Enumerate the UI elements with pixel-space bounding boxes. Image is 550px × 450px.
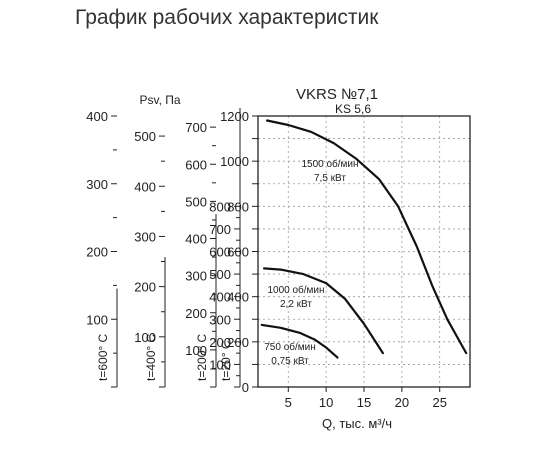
series-label-speed: 750 об/мин	[264, 341, 316, 353]
scale-tick-label: 100	[209, 357, 231, 372]
series-label-speed: 1500 об/мин	[301, 158, 358, 170]
y-tick-label: 800	[227, 199, 249, 214]
temperature-scale: 100 200 300 400 t=600° C	[86, 109, 118, 388]
plot-frame	[257, 115, 471, 388]
series-label-speed: 1000 об/мин	[267, 284, 324, 296]
scale-temperature-label: t=600° C	[96, 334, 110, 381]
scale-tick-label: 400	[209, 290, 231, 305]
y-tick-label: 0	[242, 380, 249, 395]
series-label-power: 2,2 кВт	[280, 299, 312, 310]
scale-tick-label: 100	[134, 330, 156, 345]
page-heading: График рабочих характеристик	[75, 6, 379, 29]
scale-tick-label: 300	[185, 269, 207, 284]
chart-subtitle: KS 5,6	[335, 102, 371, 116]
temperature-scale: 100 200 300 400 500 600 700 800 t=20° C	[209, 108, 241, 388]
scale-tick-label: 400	[86, 109, 108, 124]
scale-tick-label: 200	[134, 280, 156, 295]
chart-title: VKRS №7,1	[296, 86, 378, 103]
scale-tick-label: 400	[134, 179, 156, 194]
scale-tick-label: 200	[185, 306, 207, 321]
scale-tick-label: 500	[134, 129, 156, 144]
scale-tick-label: 500	[185, 194, 207, 209]
scale-tick-label: 700	[185, 120, 207, 135]
series-label-power: 0,75 кВт	[271, 356, 309, 367]
scale-tick-label: 100	[185, 343, 207, 358]
x-tick-label: 20	[395, 395, 409, 410]
scale-tick-label: 700	[209, 222, 231, 237]
curves-layer	[260, 119, 468, 359]
curve-series	[260, 323, 339, 359]
y-axis-label: Psv, Па	[139, 93, 180, 107]
scale-tick-label: 500	[209, 267, 231, 282]
x-axis-label: Q, тыс. м³/ч	[322, 416, 392, 431]
x-tick-label: 25	[432, 395, 446, 410]
x-tick-label: 10	[319, 395, 333, 410]
y-tick-label: 600	[227, 245, 249, 260]
scale-temperature-label: t=400° C	[144, 334, 158, 381]
x-tick-label: 5	[285, 395, 292, 410]
labels-layer: VKRS №7,1 KS 5,6 Q, тыс. м³/ч Psv, Па 5 1…	[139, 86, 446, 431]
y-tick-label: 1000	[220, 154, 249, 169]
scale-tick-label: 200	[86, 245, 108, 260]
scale-tick-label: 100	[86, 312, 108, 327]
scale-tick-label: 800	[209, 199, 231, 214]
temperature-scale: 100 200 300 400 500 t=400° C	[134, 129, 166, 388]
plot-frame-layer	[252, 115, 471, 392]
y-tick-label: 1200	[220, 109, 249, 124]
scale-tick-label: 200	[209, 335, 231, 350]
curve-series	[266, 119, 468, 355]
scale-tick-label: 300	[134, 229, 156, 244]
y-tick-label: 200	[227, 335, 249, 350]
temperature-scale: 100 200 300 400 500 600 700 t=200° C	[185, 120, 217, 388]
series-label-power: 7,5 кВт	[314, 173, 346, 184]
scale-tick-label: 600	[209, 245, 231, 260]
scale-temperature-label: t=200° C	[195, 334, 209, 381]
scale-tick-label: 400	[185, 232, 207, 247]
scale-tick-label: 300	[209, 312, 231, 327]
x-tick-label: 15	[357, 395, 371, 410]
grid-layer	[258, 116, 470, 387]
curve-series	[263, 267, 384, 355]
scale-tick-label: 600	[185, 157, 207, 172]
y-tick-label: 400	[227, 290, 249, 305]
scale-temperature-label: t=20° C	[219, 340, 233, 381]
scale-tick-label: 300	[86, 177, 108, 192]
